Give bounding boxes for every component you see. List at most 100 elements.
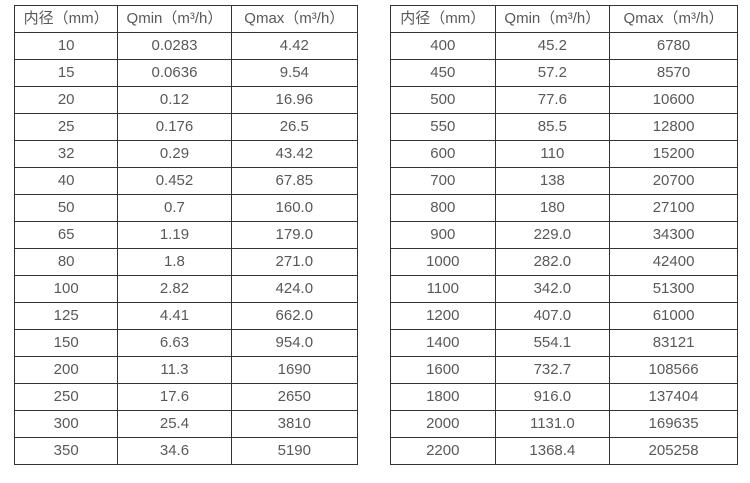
table-cell: 0.0636 bbox=[117, 59, 232, 87]
table-cell: 554.1 bbox=[494, 329, 611, 357]
table-row: 2000 1131.0 169635 bbox=[390, 410, 738, 438]
table-row: 10 0.0283 4.42 bbox=[13, 32, 359, 60]
table-cell: 4.42 bbox=[230, 32, 359, 60]
table-cell: 6.63 bbox=[117, 329, 232, 357]
table-cell: 5190 bbox=[230, 437, 359, 465]
table-cell: 954.0 bbox=[230, 329, 359, 357]
table-cell: 50 bbox=[13, 194, 119, 222]
table-cell: 80 bbox=[13, 248, 119, 276]
table-row: 700 138 20700 bbox=[390, 167, 738, 195]
header-row: 内径（mm） Qmin（m³/h） Qmax（m³/h） bbox=[13, 5, 359, 33]
table-cell: 100 bbox=[13, 275, 119, 303]
table-row: 1000 282.0 42400 bbox=[390, 248, 738, 276]
table-cell: 500 bbox=[390, 86, 496, 114]
table-row: 150 6.63 954.0 bbox=[13, 329, 359, 357]
table-cell: 1600 bbox=[390, 356, 496, 384]
table-cell: 0.12 bbox=[117, 86, 232, 114]
table-cell: 10600 bbox=[609, 86, 738, 114]
table-cell: 1800 bbox=[390, 383, 496, 411]
table-cell: 138 bbox=[494, 167, 611, 195]
table-cell: 27100 bbox=[609, 194, 738, 222]
table-cell: 77.6 bbox=[494, 86, 611, 114]
table-row: 1200 407.0 61000 bbox=[390, 302, 738, 330]
table-cell: 179.0 bbox=[230, 221, 359, 249]
table-row: 100 2.82 424.0 bbox=[13, 275, 359, 303]
table-cell: 42400 bbox=[609, 248, 738, 276]
table-row: 400 45.2 6780 bbox=[390, 32, 738, 60]
table-cell: 407.0 bbox=[494, 302, 611, 330]
table-cell: 25.4 bbox=[117, 410, 232, 438]
table-cell: 20 bbox=[13, 86, 119, 114]
table-cell: 1000 bbox=[390, 248, 496, 276]
table-cell: 0.452 bbox=[117, 167, 232, 195]
table-cell: 160.0 bbox=[230, 194, 359, 222]
table-cell: 16.96 bbox=[230, 86, 359, 114]
table-cell: 11.3 bbox=[117, 356, 232, 384]
table-row: 300 25.4 3810 bbox=[13, 410, 359, 438]
table-cell: 34300 bbox=[609, 221, 738, 249]
table-cell: 125 bbox=[13, 302, 119, 330]
table-row: 250 17.6 2650 bbox=[13, 383, 359, 411]
table-row: 350 34.6 5190 bbox=[13, 437, 359, 465]
table-cell: 732.7 bbox=[494, 356, 611, 384]
table-row: 15 0.0636 9.54 bbox=[13, 59, 359, 87]
table-cell: 15 bbox=[13, 59, 119, 87]
table-row: 1800 916.0 137404 bbox=[390, 383, 738, 411]
table-cell: 0.176 bbox=[117, 113, 232, 141]
table-cell: 20700 bbox=[609, 167, 738, 195]
table-cell: 700 bbox=[390, 167, 496, 195]
table-cell: 1200 bbox=[390, 302, 496, 330]
table-cell: 8570 bbox=[609, 59, 738, 87]
table-row: 40 0.452 67.85 bbox=[13, 167, 359, 195]
table-row: 125 4.41 662.0 bbox=[13, 302, 359, 330]
table-row: 25 0.176 26.5 bbox=[13, 113, 359, 141]
table-cell: 85.5 bbox=[494, 113, 611, 141]
table-cell: 150 bbox=[13, 329, 119, 357]
table-cell: 0.0283 bbox=[117, 32, 232, 60]
table-cell: 1.8 bbox=[117, 248, 232, 276]
table-cell: 662.0 bbox=[230, 302, 359, 330]
table-row: 550 85.5 12800 bbox=[390, 113, 738, 141]
table-cell: 0.29 bbox=[117, 140, 232, 168]
table-cell: 110 bbox=[494, 140, 611, 168]
table-row: 80 1.8 271.0 bbox=[13, 248, 359, 276]
table-row: 450 57.2 8570 bbox=[390, 59, 738, 87]
table-cell: 300 bbox=[13, 410, 119, 438]
table-row: 500 77.6 10600 bbox=[390, 86, 738, 114]
table-row: 1100 342.0 51300 bbox=[390, 275, 738, 303]
table-cell: 180 bbox=[494, 194, 611, 222]
table-cell: 1690 bbox=[230, 356, 359, 384]
table-cell: 26.5 bbox=[230, 113, 359, 141]
column-header-2: Qmax（m³/h） bbox=[609, 5, 738, 33]
diameter-flow-table-right: 内径（mm） Qmin（m³/h） Qmax（m³/h） 400 45.2 6780 45… bbox=[390, 5, 738, 465]
table-row: 50 0.7 160.0 bbox=[13, 194, 359, 222]
table-cell: 229.0 bbox=[494, 221, 611, 249]
table-cell: 6780 bbox=[609, 32, 738, 60]
table-cell: 916.0 bbox=[494, 383, 611, 411]
table-cell: 1400 bbox=[390, 329, 496, 357]
table-cell: 250 bbox=[13, 383, 119, 411]
table-cell: 1368.4 bbox=[494, 437, 611, 465]
table-cell: 25 bbox=[13, 113, 119, 141]
table-row: 1600 732.7 108566 bbox=[390, 356, 738, 384]
table-cell: 12800 bbox=[609, 113, 738, 141]
table-row: 32 0.29 43.42 bbox=[13, 140, 359, 168]
table-cell: 0.7 bbox=[117, 194, 232, 222]
table-cell: 67.85 bbox=[230, 167, 359, 195]
table-cell: 65 bbox=[13, 221, 119, 249]
table-row: 1400 554.1 83121 bbox=[390, 329, 738, 357]
table-header: 内径（mm） Qmin（m³/h） Qmax（m³/h） bbox=[390, 5, 738, 33]
table-row: 900 229.0 34300 bbox=[390, 221, 738, 249]
table-cell: 2000 bbox=[390, 410, 496, 438]
table-row: 800 180 27100 bbox=[390, 194, 738, 222]
table-cell: 3810 bbox=[230, 410, 359, 438]
column-header-0: 内径（mm） bbox=[13, 5, 119, 33]
table-cell: 4.41 bbox=[117, 302, 232, 330]
table-cell: 2.82 bbox=[117, 275, 232, 303]
table-cell: 34.6 bbox=[117, 437, 232, 465]
table-cell: 342.0 bbox=[494, 275, 611, 303]
column-header-1: Qmin（m³/h） bbox=[494, 5, 611, 33]
table-cell: 137404 bbox=[609, 383, 738, 411]
table-cell: 40 bbox=[13, 167, 119, 195]
table-cell: 400 bbox=[390, 32, 496, 60]
